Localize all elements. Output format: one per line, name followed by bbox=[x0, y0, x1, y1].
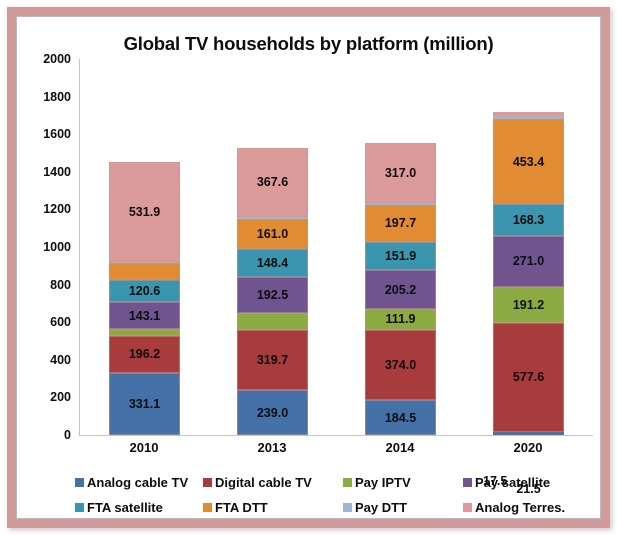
legend-swatch-icon bbox=[463, 503, 472, 512]
y-axis-tick: 2000 bbox=[43, 52, 71, 66]
x-axis-category-2020: 2020 bbox=[513, 440, 543, 455]
legend-item[interactable]: Digital cable TV bbox=[203, 475, 312, 490]
bar-segment[interactable] bbox=[365, 143, 436, 203]
chart-frame: Global TV households by platform (millio… bbox=[7, 7, 610, 528]
legend-label: Pay DTT bbox=[355, 500, 408, 515]
legend-swatch-icon bbox=[203, 503, 212, 512]
legend-item[interactable]: Analog cable TV bbox=[75, 475, 188, 490]
legend-item[interactable]: Analog Terres. bbox=[463, 500, 565, 515]
legend-swatch-icon bbox=[463, 478, 472, 487]
bar-segment[interactable] bbox=[237, 276, 308, 313]
legend-label: Pay IPTV bbox=[355, 475, 411, 490]
legend-item[interactable]: FTA satellite bbox=[75, 500, 163, 515]
bar-segment[interactable] bbox=[109, 263, 180, 280]
y-axis-tick: 1800 bbox=[43, 89, 71, 104]
bar-segment[interactable] bbox=[493, 119, 564, 205]
bar-segment[interactable] bbox=[365, 204, 436, 242]
legend-item[interactable]: Pay satellite bbox=[463, 475, 550, 490]
y-axis-tick: 1400 bbox=[43, 164, 71, 179]
x-axis-line bbox=[79, 435, 593, 436]
legend-row: FTA satellite FTA DTT Pay DTT Analog Terres… bbox=[75, 500, 580, 525]
bar-segment[interactable] bbox=[237, 329, 308, 391]
legend-swatch-icon bbox=[343, 478, 352, 487]
bar-segment[interactable] bbox=[237, 390, 308, 435]
y-axis-tick-labels: 0 200 400 600 800 1000 1200 1400 1600 1800 2000 bbox=[27, 52, 71, 442]
bar-segment[interactable] bbox=[109, 329, 180, 336]
bar-segment[interactable] bbox=[493, 236, 564, 287]
bar-segment[interactable] bbox=[109, 335, 180, 373]
bar-segment[interactable] bbox=[493, 286, 564, 323]
legend-item[interactable]: Pay IPTV bbox=[343, 475, 411, 490]
legend-label: Digital cable TV bbox=[215, 475, 312, 490]
y-axis-tick: 1000 bbox=[43, 240, 71, 254]
legend-label: FTA satellite bbox=[87, 500, 163, 515]
chart-title: Global TV households by platform (millio… bbox=[123, 33, 494, 54]
legend-row: Analog cable TV Digital cable TV Pay IPTV P… bbox=[75, 475, 580, 500]
y-axis-tick: 600 bbox=[50, 315, 71, 330]
y-axis-tick: 200 bbox=[50, 390, 71, 405]
bar-segment[interactable] bbox=[365, 308, 436, 331]
bar-segment[interactable] bbox=[493, 204, 564, 237]
plot-area: 0 200 400 600 800 1000 1200 1400 1600 1800 2000 33… bbox=[27, 52, 593, 496]
bar-segment[interactable] bbox=[237, 248, 308, 277]
legend-swatch-icon bbox=[203, 478, 212, 487]
bar-segment[interactable] bbox=[365, 400, 436, 435]
x-axis-category-2010: 2010 bbox=[129, 440, 159, 455]
legend-label: Analog Terres. bbox=[475, 500, 566, 515]
legend-swatch-icon bbox=[75, 503, 84, 512]
bar-segment[interactable] bbox=[237, 218, 308, 249]
x-axis-category-labels: 2010 2013 2014 2020 bbox=[80, 440, 593, 462]
bar-segment[interactable] bbox=[237, 147, 308, 217]
legend-label: Analog cable TV bbox=[87, 475, 189, 490]
y-axis-tick: 0 bbox=[64, 428, 71, 442]
legend-label: Pay satellite bbox=[475, 475, 551, 490]
y-axis-tick: 1200 bbox=[43, 202, 71, 217]
chart-frame-inner: Global TV households by platform (millio… bbox=[16, 16, 601, 519]
bar-segment[interactable] bbox=[365, 330, 436, 401]
legend-item[interactable]: FTA DTT bbox=[203, 500, 268, 515]
chart-legend: Analog cable TV Digital cable TV Pay IPTV P… bbox=[75, 475, 580, 525]
bar-segment[interactable] bbox=[493, 431, 564, 435]
y-axis-tick: 800 bbox=[50, 277, 71, 292]
x-axis-category-2013: 2013 bbox=[257, 440, 287, 455]
legend-item[interactable]: Pay DTT bbox=[343, 500, 407, 515]
bar-segment[interactable] bbox=[365, 202, 436, 205]
bar-segment[interactable] bbox=[109, 372, 180, 435]
legend-swatch-icon bbox=[343, 503, 352, 512]
bar-segment[interactable] bbox=[365, 270, 436, 309]
legend-label: FTA DTT bbox=[215, 500, 268, 515]
bar-segment[interactable] bbox=[493, 115, 564, 120]
y-axis-line bbox=[79, 59, 80, 436]
bar-segment[interactable] bbox=[109, 261, 180, 264]
bar-segment[interactable] bbox=[493, 322, 564, 432]
bar-segment[interactable] bbox=[109, 279, 180, 303]
bar-segment[interactable] bbox=[109, 302, 180, 330]
bar-segment[interactable] bbox=[237, 216, 308, 219]
x-axis-category-2014: 2014 bbox=[385, 440, 415, 455]
bar-segment[interactable] bbox=[237, 312, 308, 330]
bar-segment[interactable] bbox=[365, 241, 436, 271]
legend-swatch-icon bbox=[75, 478, 84, 487]
y-axis-tick: 400 bbox=[50, 352, 71, 367]
bar-segment[interactable] bbox=[493, 111, 564, 116]
y-axis-tick: 1600 bbox=[43, 127, 71, 142]
bar-segment[interactable] bbox=[109, 161, 180, 262]
bars-container: 331.1196.236.1143.1120.685.88.6531.9239.… bbox=[80, 59, 593, 496]
